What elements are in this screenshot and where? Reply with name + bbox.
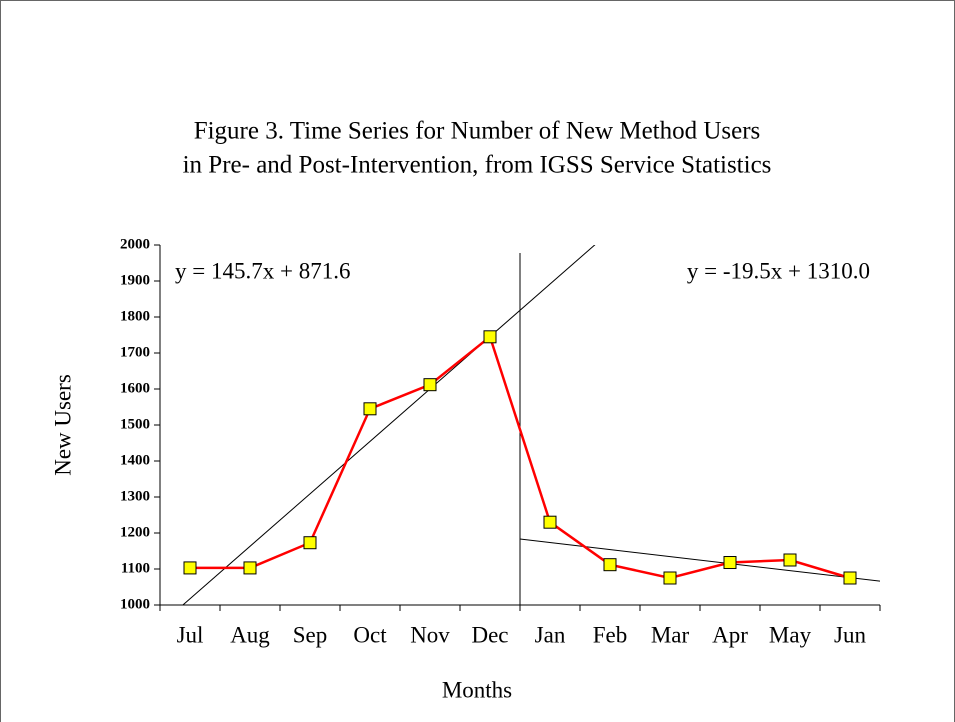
x-tick-label: Jul [177,622,204,647]
x-tick-label: Apr [712,622,748,647]
marker [663,571,677,585]
chart-title: in Pre- and Post-Intervention, from IGSS… [183,152,772,179]
x-tick-label: Oct [353,622,387,647]
marker [243,561,257,575]
y-tick-label: 1400 [120,452,150,468]
x-tick-label: Jun [834,622,866,647]
x-tick-label: Nov [410,622,450,647]
x-tick-label: Aug [230,622,270,647]
trendline-label: y = -19.5x + 1310.0 [687,258,870,283]
marker [843,571,857,585]
marker [423,378,437,392]
y-tick-label: 1600 [120,380,150,396]
y-tick-label: 1900 [120,272,150,288]
x-axis-label: Months [442,677,512,702]
chart-title: Figure 3. Time Series for Number of New … [194,118,761,145]
y-tick-label: 1000 [120,596,150,612]
marker [183,561,197,575]
marker [543,515,557,529]
trendline-label: y = 145.7x + 871.6 [175,258,350,283]
x-tick-label: Dec [471,622,508,647]
x-tick-label: Jan [535,622,566,647]
x-tick-label: May [769,622,812,647]
marker [723,556,737,570]
y-tick-label: 1800 [120,308,150,324]
y-tick-label: 1200 [120,524,150,540]
trendline [519,538,880,582]
marker [783,553,797,567]
series-line [190,334,851,580]
marker [483,330,497,344]
x-tick-label: Sep [293,622,328,647]
y-tick-label: 1700 [120,344,150,360]
marker [363,402,377,416]
x-tick-label: Mar [651,622,690,647]
x-tick-label: Feb [593,622,628,647]
marker [303,536,317,550]
marker [603,558,617,572]
y-tick-label: 1100 [121,560,150,576]
y-tick-label: 1300 [120,488,150,504]
y-axis-label: New Users [50,374,75,476]
y-tick-label: 2000 [120,236,150,252]
y-tick-label: 1500 [120,416,150,432]
